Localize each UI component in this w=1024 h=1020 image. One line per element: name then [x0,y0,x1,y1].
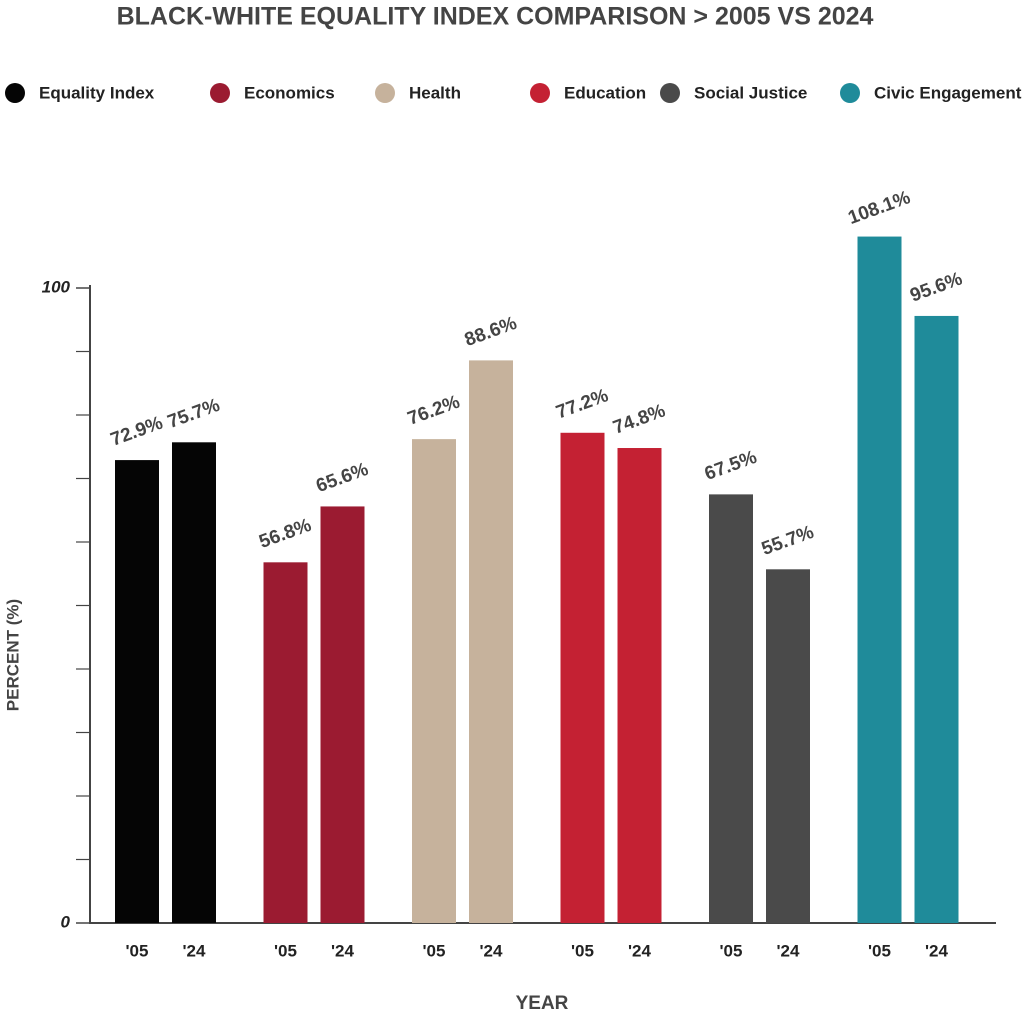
x-tick-label: '24 [331,941,354,960]
x-tick-label: '24 [183,941,206,960]
bar [617,448,662,923]
legend-swatch [210,83,230,103]
bar [320,506,365,923]
value-label: 77.2% [553,385,611,423]
x-axis-label: YEAR [516,993,569,1014]
bar [709,494,753,923]
x-tick-label: '05 [571,941,594,960]
legend-swatch [375,83,395,103]
bar [857,236,902,923]
x-tick-label: '24 [628,941,651,960]
bar [412,439,456,923]
value-label: 67.5% [702,447,760,485]
value-label: 56.8% [256,515,314,553]
chart-title: BLACK-WHITE EQUALITY INDEX COMPARISON > … [117,3,874,31]
bar [172,442,216,923]
value-label: 74.8% [610,400,668,438]
x-tick-label: '05 [423,941,446,960]
y-axis-label: PERCENT (%) [3,599,22,711]
x-tick-label: '05 [868,941,891,960]
value-label: 65.6% [313,459,371,497]
bar [469,360,513,923]
bar [560,432,605,923]
legend-label: Economics [244,83,335,102]
legend-swatch [5,83,25,103]
value-label: 88.6% [462,313,520,351]
x-tick-label: '05 [126,941,149,960]
y-tick-label: 0 [61,912,71,931]
x-tick-label: '05 [720,941,743,960]
legend-label: Education [564,83,646,102]
value-label: 75.7% [165,395,223,433]
value-label: 72.9% [108,413,166,451]
value-label: 55.7% [759,522,817,560]
legend-swatch [840,83,860,103]
x-tick-label: '24 [925,941,948,960]
legend-label: Civic Engagement [874,83,1022,102]
x-tick-label: '05 [274,941,297,960]
bar [115,460,159,923]
value-label: 108.1% [845,187,913,229]
legend-label: Equality Index [39,83,155,102]
bar [263,562,308,923]
bar [766,569,810,923]
y-tick-label: 100 [42,277,71,296]
bar [914,315,959,923]
value-label: 76.2% [405,392,463,430]
legend-label: Health [409,83,461,102]
legend-swatch [660,83,680,103]
value-label: 95.6% [907,268,965,306]
legend-swatch [530,83,550,103]
x-tick-label: '24 [777,941,800,960]
x-tick-label: '24 [480,941,503,960]
legend-label: Social Justice [694,83,807,102]
